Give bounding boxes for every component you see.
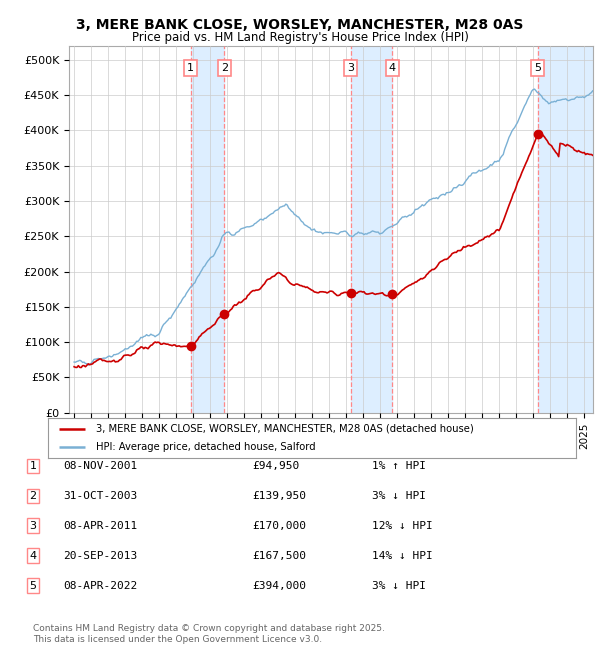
Text: HPI: Average price, detached house, Salford: HPI: Average price, detached house, Salf… (95, 443, 315, 452)
Text: £94,950: £94,950 (252, 461, 299, 471)
Text: 5: 5 (29, 580, 37, 591)
Text: 4: 4 (29, 551, 37, 561)
Bar (191, 46, 224, 413)
Text: 3, MERE BANK CLOSE, WORSLEY, MANCHESTER, M28 0AS: 3, MERE BANK CLOSE, WORSLEY, MANCHESTER,… (76, 18, 524, 32)
Text: 4: 4 (389, 63, 396, 73)
Text: 1: 1 (29, 461, 37, 471)
Text: Price paid vs. HM Land Registry's House Price Index (HPI): Price paid vs. HM Land Registry's House … (131, 31, 469, 44)
Text: 20-SEP-2013: 20-SEP-2013 (63, 551, 137, 561)
Text: Contains HM Land Registry data © Crown copyright and database right 2025.
This d: Contains HM Land Registry data © Crown c… (33, 624, 385, 644)
Text: £170,000: £170,000 (252, 521, 306, 531)
Text: 08-APR-2022: 08-APR-2022 (63, 580, 137, 591)
Bar (351, 46, 392, 413)
Text: 5: 5 (535, 63, 541, 73)
Text: £139,950: £139,950 (252, 491, 306, 501)
Bar (538, 46, 593, 413)
Text: 1% ↑ HPI: 1% ↑ HPI (372, 461, 426, 471)
Text: 14% ↓ HPI: 14% ↓ HPI (372, 551, 433, 561)
Text: 3: 3 (29, 521, 37, 531)
Text: £394,000: £394,000 (252, 580, 306, 591)
Text: 08-APR-2011: 08-APR-2011 (63, 521, 137, 531)
Text: 1: 1 (187, 63, 194, 73)
Text: 3: 3 (347, 63, 354, 73)
Text: 3% ↓ HPI: 3% ↓ HPI (372, 491, 426, 501)
Text: 2: 2 (29, 491, 37, 501)
Text: 31-OCT-2003: 31-OCT-2003 (63, 491, 137, 501)
Text: 2: 2 (221, 63, 228, 73)
Text: 3% ↓ HPI: 3% ↓ HPI (372, 580, 426, 591)
Text: 08-NOV-2001: 08-NOV-2001 (63, 461, 137, 471)
Text: £167,500: £167,500 (252, 551, 306, 561)
Text: 12% ↓ HPI: 12% ↓ HPI (372, 521, 433, 531)
Text: 3, MERE BANK CLOSE, WORSLEY, MANCHESTER, M28 0AS (detached house): 3, MERE BANK CLOSE, WORSLEY, MANCHESTER,… (95, 424, 473, 434)
